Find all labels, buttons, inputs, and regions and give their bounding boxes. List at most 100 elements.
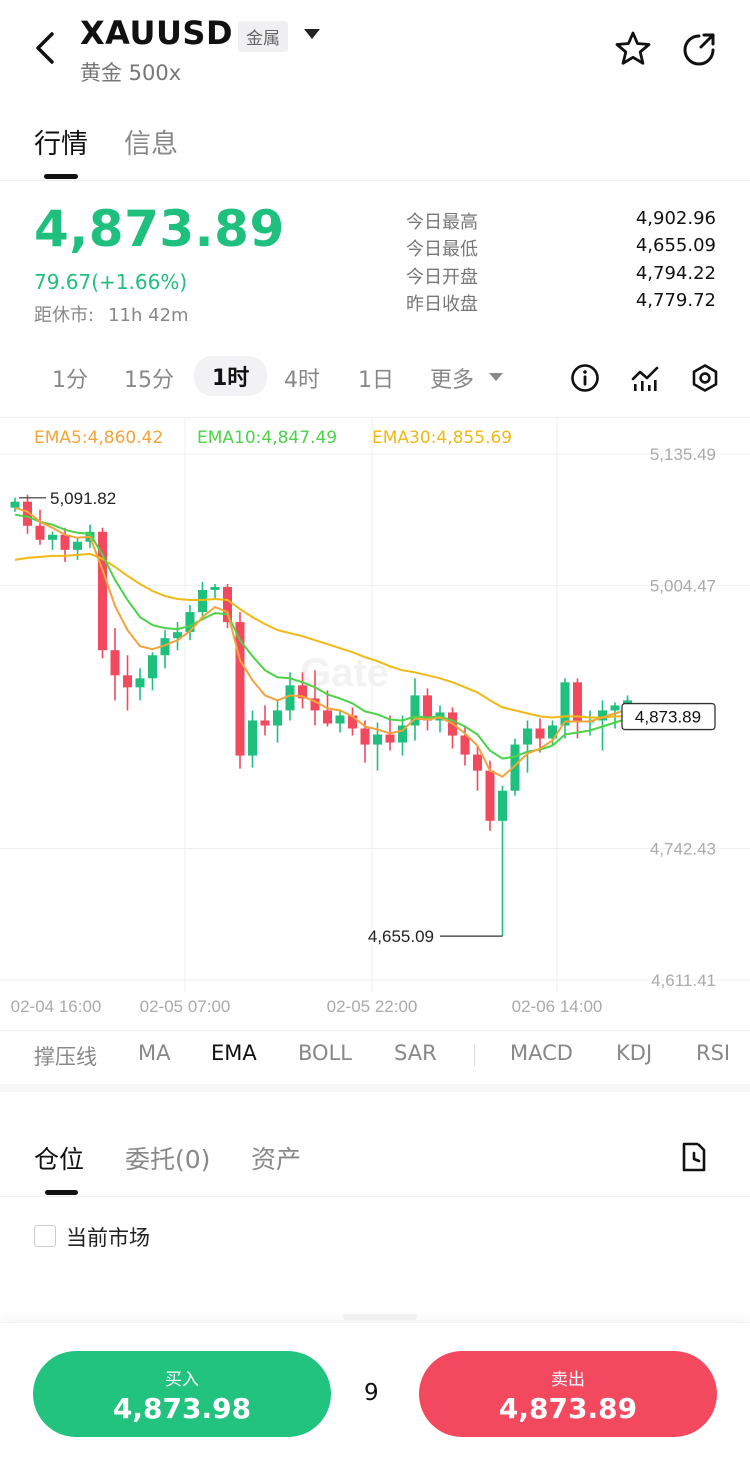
indicator-sar[interactable]: SAR [394, 1041, 437, 1065]
x-tick-label: 02-04 16:00 [11, 997, 102, 1016]
candle-body [135, 678, 145, 688]
stat-label: 今日开盘 [406, 267, 478, 288]
interval-15m[interactable]: 15分 [124, 368, 174, 393]
candle-body [185, 612, 195, 633]
settings-icon[interactable] [690, 363, 720, 393]
stat-label: 今日最高 [406, 212, 478, 233]
interval-1d[interactable]: 1日 [358, 368, 394, 393]
category-badge[interactable]: 金属 [238, 21, 288, 52]
divider [0, 180, 750, 181]
candle-body [510, 744, 520, 791]
ema10-line [14, 513, 628, 760]
chevron-down-icon[interactable] [489, 373, 503, 381]
candle-body [523, 728, 532, 745]
candle-body [623, 700, 632, 706]
sell-price: 4,873.89 [498, 1392, 638, 1425]
tab-market[interactable]: 行情 [34, 129, 88, 160]
candle-body [498, 790, 507, 821]
candle-body [360, 728, 370, 745]
candle-body [60, 534, 70, 550]
candle-body [235, 622, 245, 756]
sell-label: 卖出 [551, 1370, 585, 1390]
indicator-boll[interactable]: BOLL [298, 1041, 352, 1065]
watermark-logo: Gate [300, 651, 389, 695]
interval-1m[interactable]: 1分 [52, 368, 88, 393]
candle-body [148, 655, 157, 679]
header: XAUUSD 金属 黄金 500x [0, 0, 750, 100]
tab-underline [45, 1190, 78, 1195]
candle-body [385, 734, 395, 743]
interval-1h[interactable]: 1时 [194, 356, 268, 396]
candle-body [423, 695, 432, 721]
sell-button[interactable]: 卖出 4,873.89 [419, 1351, 717, 1437]
instrument-subtitle: 黄金 500x [80, 61, 182, 85]
indicator-chart-icon[interactable] [630, 363, 660, 393]
indicator-ma[interactable]: MA [138, 1041, 171, 1065]
interval-more[interactable]: 更多 [430, 368, 475, 393]
price-change: 79.67(+1.66%) [34, 270, 188, 294]
ema30-legend: EMA30:4,855.69 [372, 428, 513, 448]
candle-body [98, 531, 107, 651]
stat-label: 今日最低 [406, 239, 478, 260]
current-market-label[interactable]: 当前市场 [66, 1226, 150, 1250]
stat-value: 4,794.22 [635, 263, 716, 284]
tab-info[interactable]: 信息 [124, 129, 178, 160]
candle-body [598, 710, 607, 721]
x-tick-label: 02-05 22:00 [327, 997, 418, 1016]
back-arrow-icon[interactable] [30, 28, 64, 68]
candle-body [73, 541, 82, 550]
indicator-macd[interactable]: MACD [510, 1041, 573, 1065]
close-label: 距休市: [34, 305, 95, 326]
last-price-tag-label: 4,873.89 [635, 708, 701, 727]
ema5-legend: EMA5:4,860.42 [34, 428, 164, 448]
star-icon[interactable] [614, 30, 652, 68]
indicator-ema[interactable]: EMA [211, 1041, 257, 1065]
indicator-kdj[interactable]: KDJ [616, 1041, 653, 1065]
tab-assets[interactable]: 资产 [251, 1145, 302, 1174]
tab-orders[interactable]: 委托(0) [125, 1145, 211, 1174]
candle-body [35, 525, 45, 540]
section-separator [0, 1084, 750, 1092]
y-tick-label: 5,004.47 [650, 577, 716, 596]
divider [0, 1196, 750, 1197]
candle-body [248, 720, 257, 756]
interval-4h[interactable]: 4时 [284, 368, 320, 393]
y-tick-label: 4,611.41 [651, 971, 716, 990]
divider [0, 417, 750, 418]
candle-body [310, 698, 320, 711]
history-icon[interactable] [678, 1140, 712, 1174]
symbol-title[interactable]: XAUUSD [80, 14, 234, 52]
buy-price: 4,873.98 [112, 1392, 252, 1425]
max-price-label: 5,091.82 [50, 489, 116, 508]
price-chart[interactable]: Gate 5,135.49 5,004.47 4,742.43 4,611.41 02-0… [0, 418, 750, 1028]
candle-body [473, 754, 482, 771]
candle-body [260, 720, 270, 726]
buy-label: 买入 [165, 1370, 199, 1390]
min-price-label: 4,655.09 [368, 927, 434, 946]
chevron-down-icon[interactable] [304, 29, 320, 39]
candle-body [560, 682, 570, 726]
candle-body [110, 650, 120, 676]
candle-body [535, 728, 545, 739]
stat-label: 昨日收盘 [406, 294, 478, 315]
x-tick-label: 02-05 07:00 [140, 997, 231, 1016]
candle-body [373, 734, 382, 745]
quantity-value[interactable]: 9 [364, 1380, 379, 1406]
candle-body [123, 675, 132, 688]
current-market-checkbox[interactable] [34, 1225, 56, 1247]
buy-button[interactable]: 买入 4,873.98 [33, 1351, 331, 1437]
indicator-support-resistance[interactable]: 撑压线 [34, 1045, 97, 1069]
ema30-line [14, 552, 628, 719]
divider [474, 1044, 475, 1066]
tab-positions[interactable]: 仓位 [34, 1145, 85, 1174]
info-icon[interactable] [570, 363, 600, 393]
share-icon[interactable] [680, 30, 718, 68]
candle-body [573, 682, 582, 723]
candle-body [485, 770, 495, 821]
ema5-line [14, 506, 628, 778]
indicator-rsi[interactable]: RSI [696, 1041, 731, 1065]
candle-body [223, 586, 232, 623]
candle-body [10, 501, 20, 508]
candle-body [610, 705, 620, 711]
drag-handle[interactable] [343, 1314, 417, 1320]
